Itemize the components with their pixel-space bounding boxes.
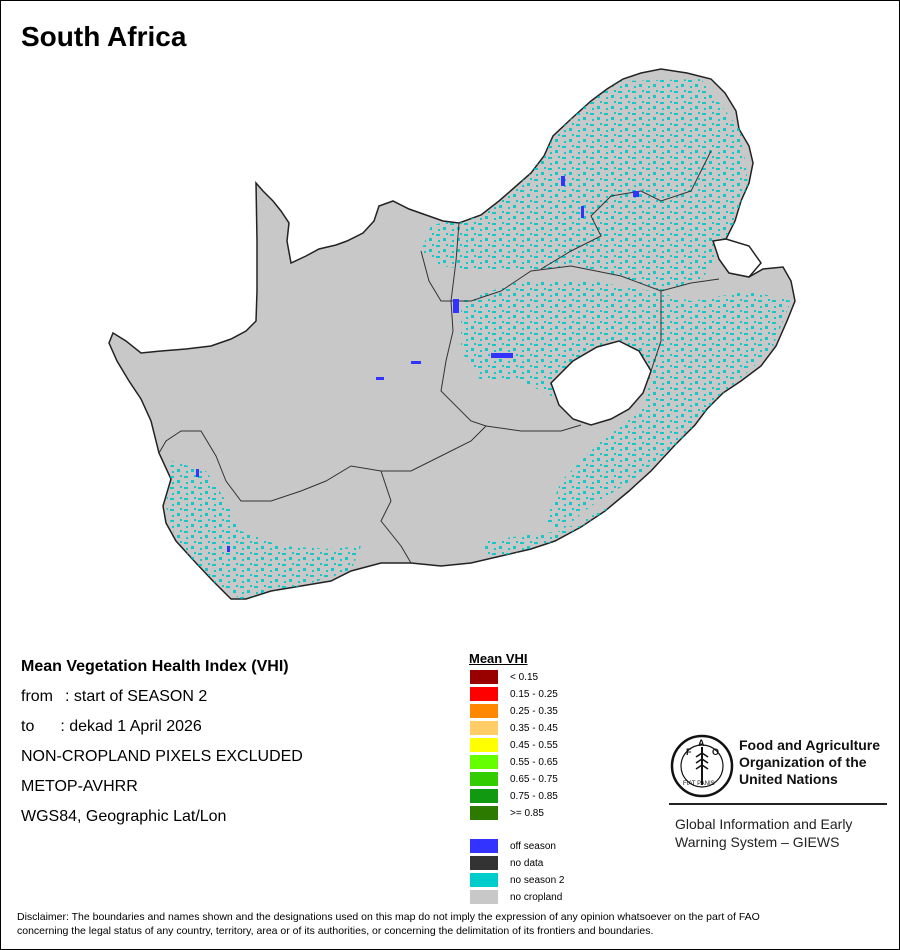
legend-item: off season — [469, 839, 556, 856]
legend-label: no cropland — [510, 892, 563, 903]
map-legend: Mean VHI < 0.15 0.15 - 0.25 0.25 - 0.35 … — [469, 651, 565, 907]
exclusion-note: NON-CROPLAND PIXELS EXCLUDED — [21, 748, 303, 765]
from-label: from — [21, 688, 53, 705]
sensor-label: METOP-AVHRR — [21, 778, 138, 795]
legend-swatch — [470, 856, 498, 870]
legend-label: no season 2 — [510, 875, 565, 886]
eswatini — [712, 238, 762, 278]
emblem-motto: FIAT PANIS — [683, 781, 715, 787]
to-label: to — [21, 718, 35, 735]
legend-item: 0.55 - 0.65 — [469, 755, 558, 772]
legend-item: no data — [469, 856, 543, 873]
disclaimer-line: Disclaimer: The boundaries and names sho… — [17, 911, 760, 923]
fao-logo-block: F A O FIAT PANIS Food and Agriculture Or… — [669, 733, 887, 850]
legend-label: 0.65 - 0.75 — [510, 774, 558, 785]
to-line: to : dekad 1 April 2026 — [21, 717, 303, 747]
fao-emblem-icon: F A O FIAT PANIS — [670, 734, 734, 798]
lesotho — [550, 340, 652, 426]
map-info: Mean Vegetation Health Index (VHI) from:… — [21, 657, 303, 837]
legend-item: no season 2 — [469, 873, 565, 890]
legend-label: 0.25 - 0.35 — [510, 706, 558, 717]
from-line: from : start of SEASON 2 — [21, 687, 303, 717]
legend-item: no cropland — [469, 890, 562, 907]
legend-item: 0.75 - 0.85 — [469, 789, 558, 806]
legend-label: 0.55 - 0.65 — [510, 757, 558, 768]
legend-swatch — [470, 839, 498, 853]
legend-swatch — [470, 873, 498, 887]
legend-item: 0.25 - 0.35 — [469, 704, 558, 721]
index-heading: Mean Vegetation Health Index (VHI) — [21, 658, 289, 675]
legend-item: >= 0.85 — [469, 806, 544, 823]
legend-swatch — [470, 687, 498, 701]
giews-line: Warning System – GIEWS — [675, 834, 840, 850]
legend-swatch — [470, 890, 498, 904]
legend-label: < 0.15 — [510, 672, 539, 683]
legend-swatch — [470, 721, 498, 735]
emblem-letter: O — [712, 747, 719, 757]
legend-label: 0.75 - 0.85 — [510, 791, 558, 802]
emblem-letter: F — [686, 747, 692, 757]
legend-label: >= 0.85 — [510, 808, 544, 819]
legend-item: 0.45 - 0.55 — [469, 738, 558, 755]
legend-title: Mean VHI — [469, 651, 528, 666]
legend-swatch — [470, 755, 498, 769]
legend-item: 0.65 - 0.75 — [469, 772, 558, 789]
legend-label: 0.35 - 0.45 — [510, 723, 558, 734]
legend-label: off season — [510, 841, 556, 852]
legend-swatch — [470, 772, 498, 786]
legend-item: 0.15 - 0.25 — [469, 687, 558, 704]
legend-item: < 0.15 — [469, 670, 538, 687]
giews-line: Global Information and Early — [675, 816, 853, 832]
fao-name-line: Organization of the — [739, 754, 867, 770]
legend-label: 0.15 - 0.25 — [510, 689, 558, 700]
legend-swatch — [470, 738, 498, 752]
legend-label: no data — [510, 858, 544, 869]
legend-label: 0.45 - 0.55 — [510, 740, 558, 751]
legend-swatch — [470, 704, 498, 718]
legend-item: 0.35 - 0.45 — [469, 721, 558, 738]
legend-swatch — [470, 789, 498, 803]
map-title: South Africa — [21, 21, 187, 52]
fao-name-line: Food and Agriculture — [739, 737, 881, 753]
giews-name: Global Information and Early Warning Sys… — [675, 815, 895, 851]
fao-name-line: United Nations — [739, 771, 838, 787]
disclaimer-line: concerning the legal status of any count… — [17, 925, 654, 937]
legend-swatch — [470, 806, 498, 820]
fao-name: Food and Agriculture Organization of the… — [739, 737, 899, 788]
to-value: : dekad 1 April 2026 — [60, 718, 202, 735]
province-borders — [158, 150, 720, 564]
legend-swatch — [470, 670, 498, 684]
off-season-spots — [196, 176, 639, 552]
country-map — [108, 68, 796, 600]
projection-label: WGS84, Geographic Lat/Lon — [21, 808, 227, 825]
emblem-letter: A — [698, 738, 705, 748]
logo-divider — [669, 803, 887, 805]
disclaimer: Disclaimer: The boundaries and names sho… — [17, 910, 887, 938]
from-value: : start of SEASON 2 — [65, 688, 208, 705]
